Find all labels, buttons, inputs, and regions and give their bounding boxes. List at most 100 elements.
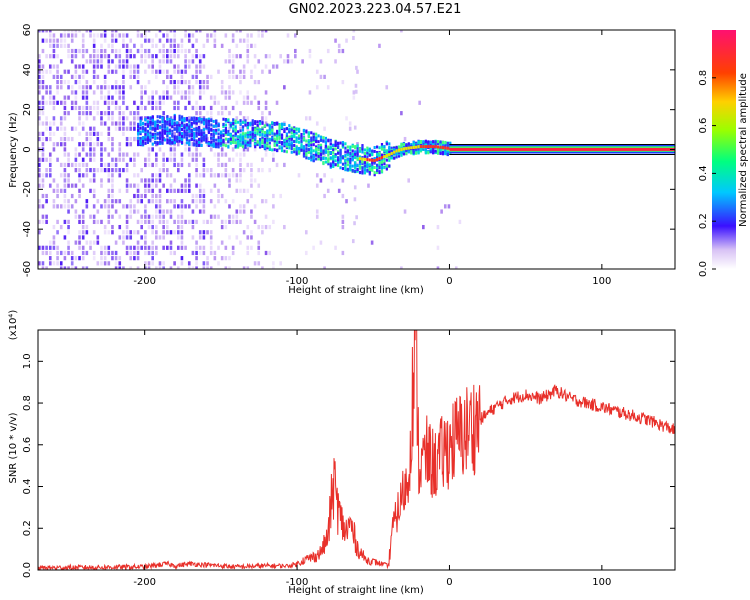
heat-cell: [444, 149, 447, 153]
heat-cell: [78, 188, 81, 193]
heat-cell: [290, 59, 293, 64]
heat-cell: [168, 128, 171, 132]
heat-cell: [198, 90, 202, 95]
heat-cell: [147, 214, 151, 219]
heat-cell: [276, 133, 279, 137]
heat-cell: [250, 168, 253, 173]
heat-cell: [205, 119, 208, 123]
heat-cell: [293, 150, 296, 154]
heat-cell: [107, 250, 111, 256]
heat-cell: [176, 85, 180, 90]
heat-cell: [349, 164, 352, 168]
heat-cell: [74, 214, 78, 219]
heat-cell: [373, 158, 376, 162]
heat-cell: [48, 43, 52, 48]
heat-cell: [38, 105, 41, 111]
heat-cell: [285, 139, 288, 143]
heat-cell: [191, 43, 195, 48]
heat-cell: [173, 33, 176, 38]
heat-cell: [176, 129, 179, 133]
heat-cell: [242, 204, 246, 209]
heat-cell: [144, 105, 147, 111]
heat-cell: [163, 122, 167, 126]
heat-cell: [133, 209, 136, 214]
heat-cell: [217, 214, 220, 219]
heat-cell: [96, 168, 100, 173]
heat-cell: [213, 173, 217, 178]
heat-cell: [176, 48, 180, 54]
heat-cell: [246, 188, 250, 193]
heat-cell: [288, 142, 291, 146]
heat-cell: [107, 178, 111, 183]
heat-cell: [224, 105, 228, 111]
heat-cell: [304, 230, 308, 235]
heat-cell: [266, 141, 269, 145]
heat-cell: [290, 144, 293, 148]
heat-cell: [358, 147, 362, 151]
heat-cell: [133, 183, 136, 188]
heat-cell: [118, 188, 122, 193]
heat-cell: [257, 224, 261, 230]
heat-cell: [209, 230, 213, 235]
heat-cell: [351, 144, 354, 148]
heat-cell: [137, 125, 140, 129]
heat-cell: [136, 240, 140, 245]
heat-cell: [355, 65, 358, 70]
heat-cell: [249, 143, 252, 147]
heat-cell: [300, 139, 303, 143]
heat-cell: [336, 151, 340, 155]
heat-cell: [111, 116, 114, 121]
heat-cell: [198, 79, 202, 85]
heat-cell: [268, 145, 271, 149]
heat-cell: [432, 149, 435, 153]
heat-cell: [133, 245, 136, 250]
heat-cell: [155, 43, 158, 48]
heat-cell: [242, 266, 246, 269]
heat-cell: [227, 130, 230, 134]
heat-cell: [56, 85, 59, 90]
heat-cell: [89, 30, 92, 33]
heat-cell: [261, 144, 264, 148]
heat-cell: [209, 105, 213, 111]
heat-cell: [118, 33, 122, 38]
heat-cell: [140, 235, 144, 240]
heat-cell: [70, 193, 74, 199]
heat-cell: [191, 157, 195, 162]
heat-cell: [122, 204, 125, 209]
heat-cell: [239, 135, 242, 139]
heat-cell: [202, 138, 206, 142]
heat-cell: [209, 168, 213, 173]
heat-cell: [168, 139, 171, 143]
heat-cell: [168, 136, 171, 140]
heat-cell: [107, 54, 111, 59]
heat-cell: [388, 158, 391, 162]
heat-cell: [151, 135, 154, 139]
heat-cell: [92, 256, 96, 261]
heat-cell: [246, 266, 250, 269]
heat-cell: [324, 142, 328, 146]
heat-cell: [424, 151, 427, 155]
heat-cell: [256, 120, 259, 124]
heat-cell: [213, 204, 217, 209]
heat-cell: [118, 111, 122, 116]
heat-cell: [114, 168, 118, 173]
heat-cell: [85, 266, 89, 269]
heat-cell: [144, 240, 147, 245]
heat-cell: [429, 146, 432, 150]
heat-cell: [315, 145, 318, 149]
heat-cell: [354, 145, 357, 149]
heat-cell: [224, 152, 228, 157]
heat-cell: [78, 193, 81, 199]
heat-cell: [162, 157, 165, 162]
heat-cell: [217, 142, 220, 146]
heat-cell: [180, 134, 184, 138]
heat-cell: [295, 131, 298, 135]
heat-cell: [356, 142, 359, 147]
heat-cell: [268, 224, 272, 230]
heat-cell: [256, 128, 259, 132]
heat-cell: [235, 188, 239, 193]
heat-cell: [310, 136, 313, 140]
heat-cell: [41, 38, 45, 43]
heat-cell: [147, 152, 151, 157]
